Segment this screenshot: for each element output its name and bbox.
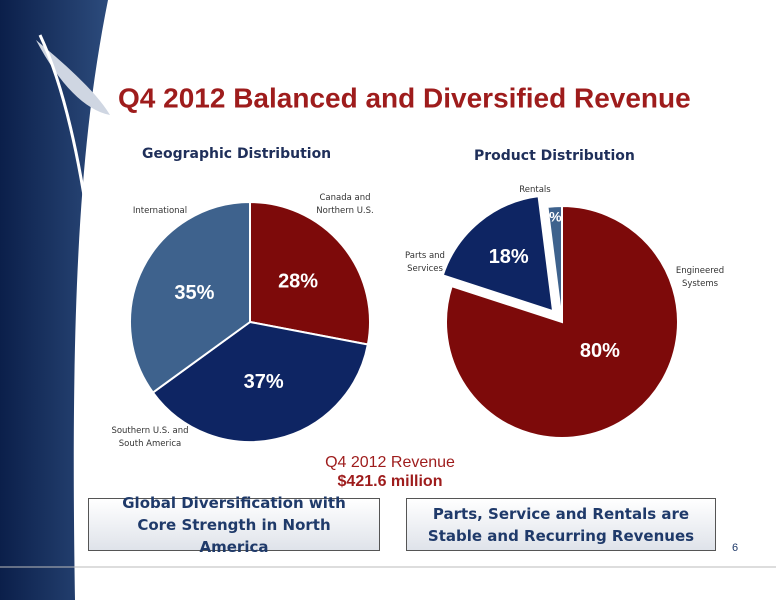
- category-label: International: [132, 206, 188, 216]
- pie-slice: [129, 200, 251, 394]
- category-label: Southern U.S. and South America: [111, 426, 189, 449]
- swoosh-line: [38, 34, 114, 600]
- pie-slice: [546, 204, 563, 323]
- revenue-label: Q4 2012 Revenue: [325, 454, 455, 471]
- chart-title: Product Distribution: [474, 148, 635, 164]
- value-label: 37%: [244, 371, 284, 393]
- value-label: 80%: [580, 340, 620, 362]
- category-label: Rentals: [519, 185, 551, 195]
- callout-box: Global Diversification with Core Strengt…: [88, 494, 380, 556]
- value-label: 18%: [489, 246, 529, 268]
- chart-title: Geographic Distribution: [142, 146, 332, 162]
- pie-slice: [441, 195, 555, 313]
- pie-slice: [445, 204, 679, 439]
- value-label: 28%: [278, 271, 318, 293]
- pie-slice: [151, 320, 370, 443]
- category-label: Canada and Northern U.S.: [316, 193, 374, 216]
- side-band: [0, 0, 108, 600]
- slide-title: Q4 2012 Balanced and Diversified Revenue: [118, 82, 691, 113]
- value-label: 2%: [541, 209, 562, 225]
- category-label: Engineered Systems: [675, 266, 725, 289]
- pie-slice: [249, 200, 371, 346]
- revenue-value: $421.6 million: [338, 473, 443, 490]
- swoosh: [36, 40, 110, 115]
- callout-box: Parts, Service and Rentals are Stable an…: [406, 498, 716, 551]
- page-number: 6: [732, 542, 738, 554]
- category-label: Parts and Services: [405, 251, 445, 274]
- value-label: 35%: [174, 282, 214, 304]
